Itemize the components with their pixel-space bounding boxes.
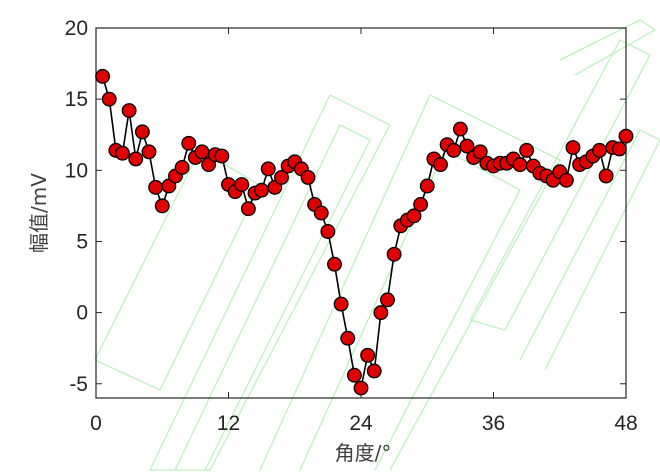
data-point [373,305,389,321]
x-tick-label: 0 [90,412,102,435]
data-point [380,292,395,308]
data-point [174,160,190,175]
data-point [366,363,382,379]
data-point [333,296,349,312]
data-point [300,169,316,185]
x-tick-label: 24 [349,412,373,435]
y-tick-label: 20 [65,17,88,40]
data-point [327,256,342,272]
data-point [386,246,402,262]
watermark [94,19,660,471]
data-point [459,138,475,154]
data-point [234,177,250,192]
data-point [274,169,289,185]
data-point [519,142,535,158]
data-point [260,161,276,177]
data-point [141,144,157,160]
x-tick-label: 36 [482,412,505,435]
data-point [472,144,488,160]
data-point [598,168,614,184]
data-point [148,179,164,195]
data-point [320,224,336,239]
data-point [134,124,150,140]
data-point [618,128,634,144]
data-point [128,151,144,167]
data-point [512,157,528,173]
axes-frame [95,27,627,399]
data-point [214,148,230,164]
y-axis-label: 幅值/mV [27,173,51,253]
data-point [353,380,369,396]
data-point [611,141,627,157]
data-point [95,68,111,84]
data-point [240,201,256,217]
y-tick-label: 5 [76,230,88,253]
data-point [115,145,130,161]
data-point [154,198,170,214]
x-tick-label: 12 [217,412,240,435]
data-point [419,178,435,194]
x-axis-label: 角度/° [335,441,392,465]
data-point [340,330,356,346]
data-point [406,208,422,224]
data-point [452,121,468,137]
data-point [433,157,448,173]
data-point [194,144,210,160]
y-tick-label: -5 [69,373,88,396]
series-line [101,76,627,391]
y-tick-label: 15 [65,88,88,111]
data-point [446,142,462,158]
data-point [121,103,137,118]
data-point [565,140,581,155]
data-point [181,135,197,151]
data-point [101,91,117,107]
data-point [413,197,429,212]
y-tick-label: 0 [76,302,88,325]
data-point [592,142,607,158]
data-point [558,172,574,188]
data-point [313,205,329,221]
data-point [346,367,362,383]
data-point [254,182,270,198]
data-point [360,347,376,363]
y-tick-label: 10 [65,159,88,182]
x-tick-label: 48 [614,412,637,435]
